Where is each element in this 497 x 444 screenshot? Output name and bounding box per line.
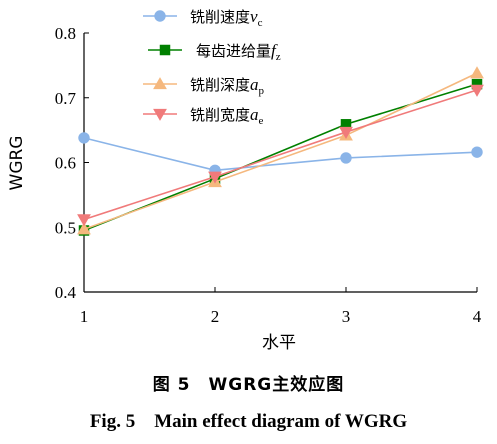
y-tick-label: 0.4 bbox=[55, 283, 77, 302]
main-effect-chart: 0.4 0.5 0.6 0.7 0.8 1 2 3 4 WGRG 水平 铣削速度vc 每齿进给量… bbox=[7, 7, 484, 353]
legend-label: 铣削速度vc bbox=[190, 7, 263, 29]
legend-swatch-marker bbox=[153, 77, 167, 90]
data-point bbox=[78, 132, 90, 144]
series-line bbox=[83, 137, 478, 172]
data-point bbox=[77, 222, 91, 235]
x-tick-label: 3 bbox=[342, 307, 351, 326]
series-line bbox=[83, 89, 478, 221]
data-point bbox=[470, 84, 484, 97]
data-point bbox=[340, 119, 352, 130]
series-4 bbox=[77, 84, 484, 227]
series-3 bbox=[77, 66, 484, 235]
data-point bbox=[340, 152, 352, 164]
data-point bbox=[470, 66, 484, 79]
y-axis-title: WGRG bbox=[7, 136, 27, 191]
figure-caption-cn: 图 5 WGRG主效应图 bbox=[152, 375, 345, 395]
figure-caption-en: Fig. 5 Main effect diagram of WGRG bbox=[89, 411, 408, 432]
y-axis-ticks: 0.4 0.5 0.6 0.7 0.8 bbox=[55, 24, 89, 302]
x-tick-label: 1 bbox=[80, 307, 89, 326]
data-point bbox=[77, 214, 91, 227]
y-tick-label: 0.5 bbox=[55, 218, 76, 237]
series-group bbox=[77, 66, 484, 236]
legend: 铣削速度vc 每齿进给量fz 铣削深度ap 铣削宽度ae bbox=[143, 7, 281, 127]
x-axis-title: 水平 bbox=[262, 333, 296, 353]
x-tick-label: 2 bbox=[211, 307, 220, 326]
legend-label: 铣削宽度ae bbox=[190, 105, 264, 127]
data-point bbox=[339, 126, 353, 139]
y-tick-label: 0.8 bbox=[55, 24, 76, 43]
series-2 bbox=[78, 78, 483, 236]
legend-label: 每齿进给量fz bbox=[196, 41, 281, 63]
y-tick-label: 0.6 bbox=[55, 154, 76, 173]
legend-item-4: 铣削宽度ae bbox=[143, 105, 264, 127]
chart-axes bbox=[83, 33, 477, 293]
data-point bbox=[471, 78, 483, 90]
legend-swatch-marker bbox=[154, 10, 166, 22]
data-point bbox=[208, 171, 222, 184]
legend-label: 铣削深度ap bbox=[190, 75, 265, 97]
legend-item-3: 铣削深度ap bbox=[143, 75, 265, 97]
legend-item-2: 每齿进给量fz bbox=[148, 41, 281, 63]
y-tick-label: 0.7 bbox=[55, 89, 77, 108]
legend-item-1: 铣削速度vc bbox=[143, 7, 263, 29]
series-line bbox=[83, 72, 478, 230]
x-tick-label: 4 bbox=[473, 307, 482, 326]
x-axis-ticks: 1 2 3 4 bbox=[80, 287, 482, 326]
legend-swatch-marker bbox=[153, 108, 167, 121]
data-point bbox=[471, 146, 483, 158]
legend-swatch-marker bbox=[159, 44, 171, 56]
